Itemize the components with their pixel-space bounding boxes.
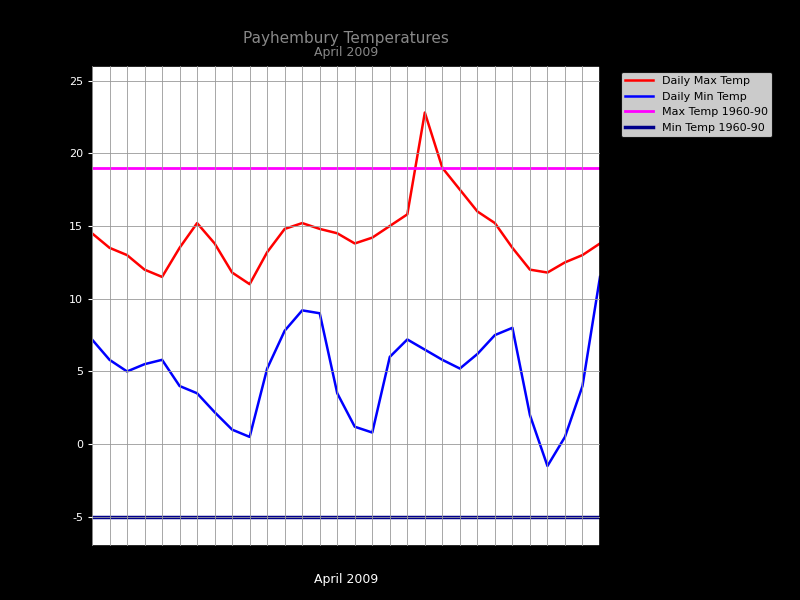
Daily Max Temp — [402, 211, 412, 218]
Daily Max Temp — [350, 240, 359, 247]
Daily Min Temp — [560, 433, 570, 440]
Daily Max Temp — [578, 251, 587, 259]
Daily Max Temp — [174, 244, 184, 251]
Daily Max Temp — [420, 109, 430, 116]
Text: April 2009: April 2009 — [314, 46, 378, 59]
Text: April 2009: April 2009 — [314, 572, 378, 586]
Line: Daily Max Temp: Daily Max Temp — [92, 113, 600, 284]
Daily Min Temp — [298, 307, 307, 314]
Daily Min Temp — [122, 368, 132, 375]
Daily Min Temp — [87, 336, 97, 343]
Daily Min Temp — [245, 433, 254, 440]
Daily Min Temp — [525, 412, 534, 419]
Daily Max Temp — [525, 266, 534, 273]
Daily Max Temp — [595, 240, 605, 247]
Daily Min Temp — [174, 382, 184, 389]
Daily Max Temp — [140, 266, 150, 273]
Daily Min Temp — [438, 356, 447, 364]
Daily Max Temp — [367, 234, 377, 241]
Daily Max Temp — [438, 164, 447, 172]
Max Temp 1960-90 — [87, 164, 97, 172]
Daily Min Temp — [350, 423, 359, 430]
Daily Min Temp — [280, 327, 290, 334]
Daily Min Temp — [140, 361, 150, 368]
Daily Min Temp — [578, 382, 587, 389]
Daily Min Temp — [210, 409, 219, 416]
Daily Min Temp — [333, 389, 342, 397]
Daily Max Temp — [542, 269, 552, 276]
Daily Max Temp — [227, 269, 237, 276]
Daily Max Temp — [455, 186, 465, 193]
Daily Min Temp — [315, 310, 325, 317]
Daily Min Temp — [542, 463, 552, 470]
Daily Max Temp — [473, 208, 482, 215]
Daily Max Temp — [210, 240, 219, 247]
Daily Min Temp — [385, 353, 394, 361]
Daily Max Temp — [87, 230, 97, 237]
Daily Max Temp — [385, 223, 394, 230]
Daily Min Temp — [473, 350, 482, 358]
Daily Max Temp — [122, 251, 132, 259]
Daily Max Temp — [192, 220, 202, 227]
Daily Min Temp — [367, 429, 377, 436]
Daily Max Temp — [298, 220, 307, 227]
Daily Max Temp — [105, 244, 114, 251]
Max Temp 1960-90 — [70, 164, 79, 172]
Daily Min Temp — [455, 365, 465, 372]
Daily Min Temp — [402, 336, 412, 343]
Daily Min Temp — [105, 356, 114, 364]
Daily Max Temp — [315, 226, 325, 233]
Daily Max Temp — [158, 274, 167, 281]
Legend: Daily Max Temp, Daily Min Temp, Max Temp 1960-90, Min Temp 1960-90: Daily Max Temp, Daily Min Temp, Max Temp… — [621, 71, 772, 137]
Daily Max Temp — [333, 230, 342, 237]
Daily Min Temp — [192, 389, 202, 397]
Daily Max Temp — [262, 248, 272, 256]
Daily Max Temp — [490, 220, 500, 227]
Daily Min Temp — [227, 426, 237, 433]
Daily Min Temp — [262, 365, 272, 372]
Min Temp 1960-90 — [87, 514, 97, 521]
Daily Max Temp — [508, 244, 518, 251]
Text: Payhembury Temperatures: Payhembury Temperatures — [243, 31, 449, 46]
Daily Min Temp — [158, 356, 167, 364]
Daily Min Temp — [595, 274, 605, 281]
Min Temp 1960-90 — [70, 514, 79, 521]
Daily Min Temp — [420, 346, 430, 353]
Daily Max Temp — [245, 281, 254, 288]
Daily Min Temp — [508, 324, 518, 331]
Daily Max Temp — [280, 226, 290, 233]
Daily Min Temp — [490, 331, 500, 338]
Line: Daily Min Temp: Daily Min Temp — [92, 277, 600, 466]
Daily Max Temp — [560, 259, 570, 266]
